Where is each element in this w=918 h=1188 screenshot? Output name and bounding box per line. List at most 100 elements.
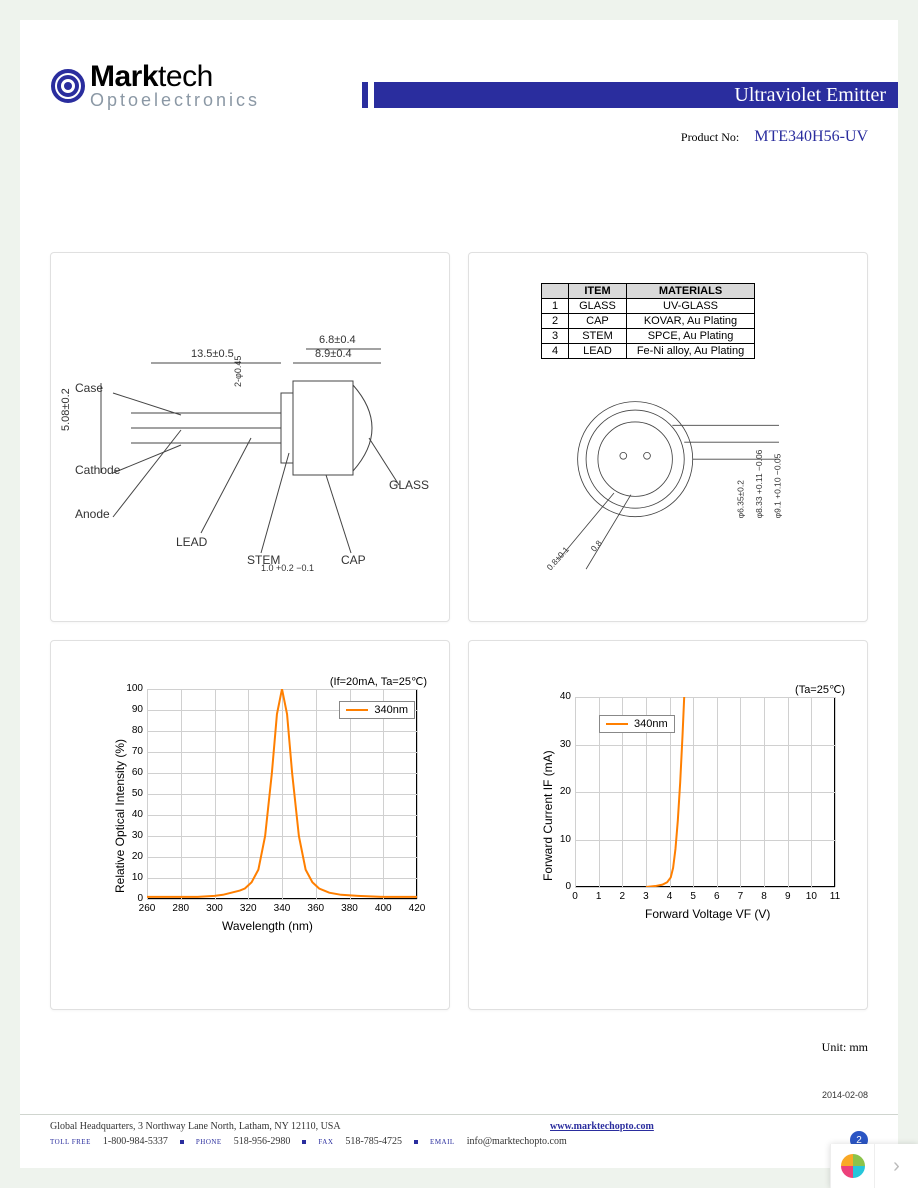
date-note: 2014-02-08 [822, 1090, 868, 1100]
brand-logo: Marktech Optoelectronics [50, 60, 260, 111]
contact-value: 518-785-4725 [345, 1136, 402, 1147]
datasheet-page: Marktech Optoelectronics Ultraviolet Emi… [20, 20, 898, 1168]
axis-label-x: Wavelength (nm) [222, 919, 313, 933]
contact-label: EMAIL [430, 1138, 455, 1146]
tick-y: 30 [547, 739, 571, 750]
chart-condition: (If=20mA, Ta=25℃) [330, 675, 427, 688]
mat-h0 [542, 284, 569, 299]
dim-glass-len: 6.8±0.4 [319, 334, 356, 346]
tick-y: 90 [119, 704, 143, 715]
dim-d-cap: φ8.33 +0.11 −0.06 [754, 449, 764, 518]
table-cell: GLASS [569, 299, 627, 314]
legend-label: 340nm [634, 718, 668, 730]
footer-contacts: TOLL FREE 1-800-984-5337 PHONE 518-956-2980… [50, 1136, 868, 1147]
pinwheel-icon [841, 1154, 865, 1178]
axis-label-y: Forward Current IF (mA) [541, 750, 555, 881]
logo-mark-icon [50, 68, 86, 104]
tick-y: 40 [547, 691, 571, 702]
label-cap: CAP [341, 553, 366, 567]
table-cell: 3 [542, 329, 569, 344]
legend-swatch [346, 709, 368, 711]
footer-website[interactable]: www.marktechopto.com [550, 1121, 654, 1132]
dim-pin-tol: 0.8±0.1 [545, 544, 571, 572]
table-row: 4LEADFe-Ni alloy, Au Plating [542, 344, 755, 359]
contact-label: TOLL FREE [50, 1138, 91, 1146]
tick-x: 420 [402, 903, 432, 914]
panel-mech-side: 13.5±0.5 8.9±0.4 6.8±0.4 5.08±0.2 2-φ0.4… [50, 252, 450, 622]
contact-label: PHONE [196, 1138, 222, 1146]
dim-d-stem: φ6.35±0.2 [735, 480, 745, 519]
table-cell: 2 [542, 314, 569, 329]
table-row: 2CAPKOVAR, Au Plating [542, 314, 755, 329]
mat-h1: ITEM [569, 284, 627, 299]
tick-x: 340 [267, 903, 297, 914]
product-number-row: Product No: MTE340H56-UV [681, 128, 868, 146]
pinwheel-q1 [841, 1154, 853, 1166]
panel-mech-front: ITEM MATERIALS 1GLASSUV-GLASS2CAPKOVAR, … [468, 252, 868, 622]
axis-label-x: Forward Voltage VF (V) [645, 907, 770, 921]
label-stem: STEM [247, 553, 280, 567]
unit-note: Unit: mm [822, 1040, 868, 1055]
mech-side-drawing: 13.5±0.5 8.9±0.4 6.8±0.4 5.08±0.2 2-φ0.4… [51, 253, 451, 623]
tick-x: 320 [233, 903, 263, 914]
table-cell: 1 [542, 299, 569, 314]
tick-x: 260 [132, 903, 162, 914]
chevron-right-icon: › [893, 1155, 900, 1178]
contact-value: info@marktechopto.com [467, 1136, 567, 1147]
dim-lead-dia: 2-φ0.45 [233, 356, 243, 387]
brand-subtitle: Optoelectronics [90, 90, 260, 111]
table-cell: LEAD [569, 344, 627, 359]
product-number: MTE340H56-UV [754, 128, 868, 145]
tick-x: 280 [166, 903, 196, 914]
label-anode: Anode [75, 507, 110, 521]
label-glass: GLASS [389, 478, 429, 492]
table-cell: SPCE, Au Plating [626, 329, 754, 344]
materials-body: 1GLASSUV-GLASS2CAPKOVAR, Au Plating3STEM… [542, 299, 755, 359]
table-cell: UV-GLASS [626, 299, 754, 314]
dim-height: 5.08±0.2 [60, 388, 72, 431]
table-cell: 4 [542, 344, 569, 359]
table-cell: Fe-Ni alloy, Au Plating [626, 344, 754, 359]
dim-body-len: 8.9±0.4 [315, 348, 352, 360]
gallery-pinwheel-button[interactable] [830, 1144, 874, 1188]
tick-y: 100 [119, 683, 143, 694]
product-label: Product No: [681, 130, 739, 144]
legend: 340nm [339, 701, 415, 719]
mech-front-drawing: 0.8±0.1 0.8 φ6.35±0.2 φ8.33 +0.11 −0.06 … [469, 383, 869, 603]
tick-x: 360 [301, 903, 331, 914]
footer: Global Headquarters, 3 Northway Lane Nor… [20, 1114, 898, 1168]
panel-chart-spectrum: 0102030405060708090100260280300320340360… [50, 640, 450, 1010]
mat-h2: MATERIALS [626, 284, 754, 299]
contact-value: 518-956-2980 [234, 1136, 291, 1147]
table-row: 1GLASSUV-GLASS [542, 299, 755, 314]
gallery-next-button[interactable]: › [874, 1144, 918, 1188]
dim-pin-len: 0.8 [589, 538, 604, 554]
legend-label: 340nm [374, 704, 408, 716]
contact-label: FAX [318, 1138, 333, 1146]
axis-label-y: Relative Optical Intensity (%) [113, 739, 127, 893]
materials-table: ITEM MATERIALS 1GLASSUV-GLASS2CAPKOVAR, … [541, 283, 755, 359]
title-bar: Ultraviolet Emitter [368, 82, 898, 108]
dim-lead-len: 13.5±0.5 [191, 348, 234, 360]
chart-condition: (Ta=25℃) [795, 683, 845, 696]
table-cell: STEM [569, 329, 627, 344]
label-case: Case [75, 381, 103, 395]
separator-icon [414, 1140, 418, 1144]
chart-spectrum: 0102030405060708090100260280300320340360… [103, 677, 433, 967]
table-cell: KOVAR, Au Plating [626, 314, 754, 329]
separator-icon [180, 1140, 184, 1144]
tick-x: 400 [368, 903, 398, 914]
tick-y: 80 [119, 725, 143, 736]
gallery-nav: › [830, 1144, 918, 1188]
tick-x: 300 [200, 903, 230, 914]
chart-iv: 01020304001234567891011Forward Current I… [521, 677, 851, 967]
table-row: 3STEMSPCE, Au Plating [542, 329, 755, 344]
tick-x: 11 [820, 891, 850, 902]
tick-x: 380 [335, 903, 365, 914]
legend-swatch [606, 723, 628, 725]
brand-name-rest: tech [158, 60, 213, 93]
label-cathode: Cathode [75, 463, 120, 477]
footer-hq: Global Headquarters, 3 Northway Lane Nor… [50, 1121, 868, 1132]
pinwheel-q2 [853, 1154, 865, 1166]
contact-value: 1-800-984-5337 [103, 1136, 168, 1147]
